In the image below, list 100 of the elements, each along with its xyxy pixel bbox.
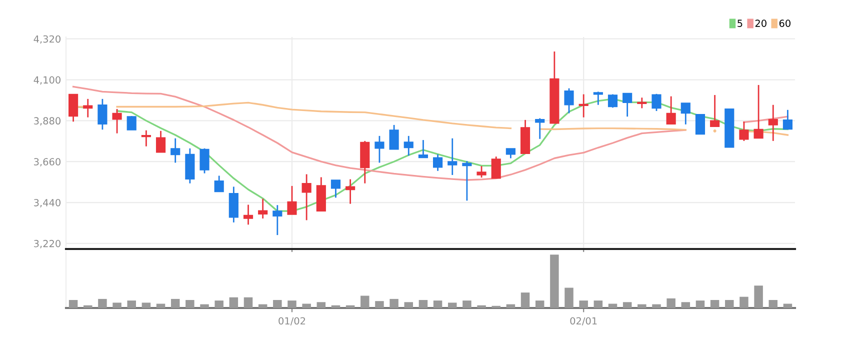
- bar: [622, 302, 632, 308]
- bar: [375, 301, 384, 308]
- candlestick: [506, 148, 516, 159]
- bar: [696, 300, 705, 308]
- legend-label: 20: [755, 20, 766, 27]
- bar: [346, 305, 355, 308]
- y-tick-label: 3,220: [34, 240, 60, 248]
- bar: [156, 304, 166, 308]
- bar: [783, 304, 792, 308]
- y-tick-label: 3,880: [34, 117, 60, 126]
- candlestick: [448, 138, 458, 176]
- bar: [448, 302, 457, 308]
- candlestick: [564, 88, 574, 114]
- bar: [652, 304, 661, 308]
- candlestick: [346, 178, 356, 205]
- bar: [710, 300, 720, 308]
- bar: [142, 302, 151, 308]
- candlestick: [214, 175, 224, 192]
- bar: [462, 300, 472, 308]
- legend-label: 60: [779, 20, 790, 27]
- x-tick-label: 02/01: [570, 317, 597, 326]
- bar: [564, 288, 574, 308]
- candlestick: [126, 115, 136, 131]
- bar: [83, 305, 92, 308]
- candlestick: [374, 135, 384, 164]
- bar: [229, 297, 238, 308]
- candlestick: [593, 90, 603, 106]
- bar: [725, 300, 734, 308]
- candlestick: [768, 104, 778, 142]
- candlestick: [782, 109, 793, 130]
- bar: [302, 304, 311, 308]
- bar: [127, 300, 136, 308]
- bar: [68, 300, 78, 308]
- bar: [535, 300, 544, 308]
- bar: [258, 304, 268, 308]
- candlestick: [302, 174, 312, 221]
- candlestick: [287, 185, 297, 216]
- candlestick: [739, 120, 749, 142]
- bar: [112, 302, 122, 308]
- candlestick: [228, 186, 238, 224]
- candlestick: [272, 204, 282, 236]
- bar: [754, 286, 763, 308]
- candlestick: [200, 148, 210, 174]
- candlestick: [491, 156, 501, 180]
- candlestick: [68, 94, 78, 122]
- candlestick: [243, 204, 254, 226]
- bar: [638, 304, 646, 308]
- candlestick: [695, 114, 706, 135]
- candlestick: [330, 179, 341, 198]
- bar: [608, 304, 618, 308]
- x-tick-label: 01/02: [278, 317, 306, 326]
- y-tick-label: 4,100: [34, 76, 60, 85]
- candlestick: [476, 165, 486, 178]
- bar: [273, 300, 282, 308]
- bar: [98, 298, 107, 308]
- candlestick: [389, 124, 399, 150]
- candlestick: [535, 118, 545, 140]
- candlestick: [462, 160, 472, 202]
- bar: [506, 304, 516, 308]
- candlestick: [578, 94, 588, 118]
- candlestick: [608, 94, 618, 108]
- candlestick: [622, 92, 632, 118]
- bar: [477, 305, 486, 308]
- candlestick: [637, 96, 647, 109]
- candlestick: [170, 138, 180, 164]
- candlestick: [666, 96, 676, 125]
- bar: [288, 300, 296, 308]
- y-tick-label: 3,440: [34, 198, 60, 208]
- candlestick: [710, 94, 720, 128]
- candlestick: [404, 135, 414, 156]
- bar: [579, 300, 588, 308]
- bar: [681, 302, 690, 308]
- candlestick: [141, 130, 151, 148]
- bar: [740, 296, 748, 308]
- candlestick: [418, 139, 428, 158]
- bar: [520, 292, 530, 308]
- candlestick: [112, 108, 122, 134]
- y-tick-label: 4,320: [34, 35, 60, 44]
- candlestick: [98, 98, 108, 130]
- legend-label: 5: [738, 20, 742, 27]
- candlestick: [258, 198, 268, 220]
- bar: [666, 298, 676, 308]
- candlestick: [83, 98, 93, 118]
- bar: [404, 302, 414, 308]
- candlestick: [680, 102, 690, 126]
- bar: [170, 298, 180, 308]
- candlestick: [652, 93, 662, 112]
- y-tick-label: 3,660: [34, 158, 60, 166]
- bar: [331, 305, 340, 308]
- bar: [186, 300, 194, 308]
- bar: [200, 304, 209, 308]
- bar: [768, 300, 778, 308]
- bar: [244, 297, 253, 308]
- bar: [316, 302, 326, 308]
- bar: [594, 300, 603, 308]
- bar: [418, 300, 428, 308]
- candlestick: [432, 154, 443, 172]
- bar: [214, 300, 224, 308]
- bar: [390, 298, 398, 308]
- bar: [550, 254, 559, 308]
